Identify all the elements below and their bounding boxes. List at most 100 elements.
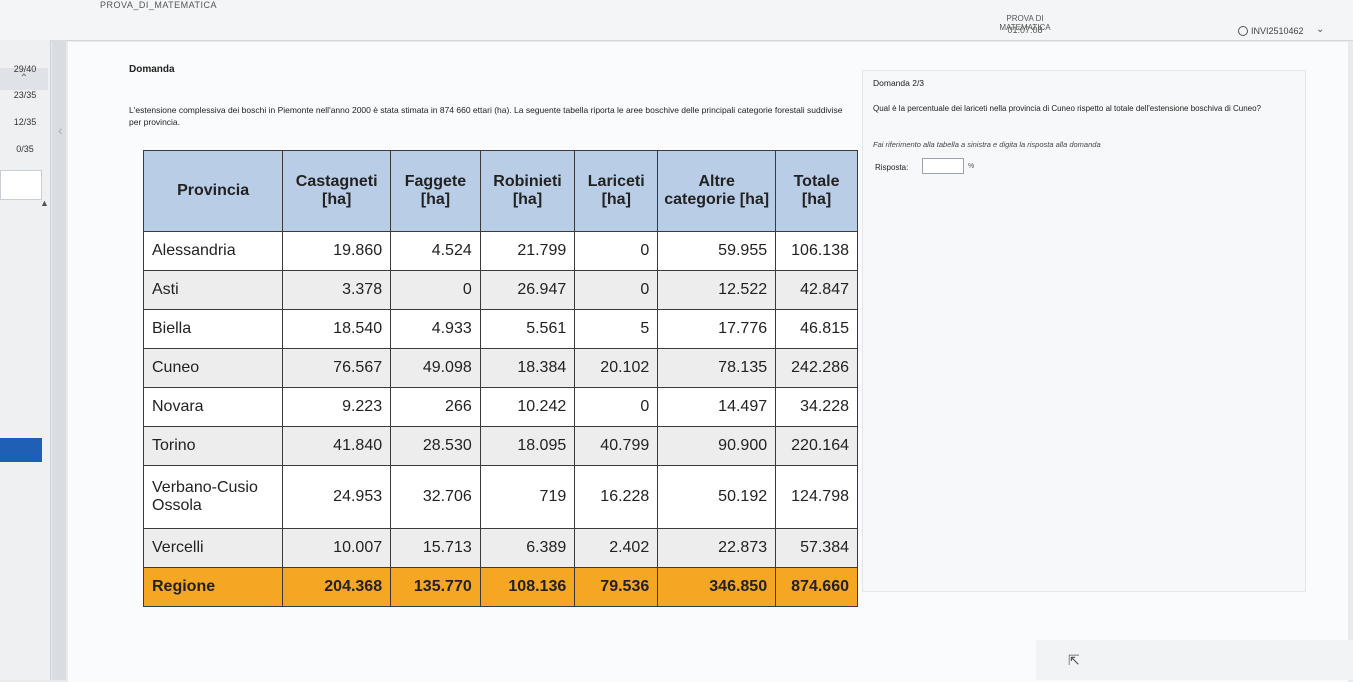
table-cell: 9.223 <box>282 387 392 427</box>
table-row: Asti 3.378 0 26.947 0 12.522 42.847 <box>142 270 858 310</box>
table-cell: 220.164 <box>775 426 858 466</box>
table-cell: 21.799 <box>479 231 576 271</box>
caret-up-icon[interactable]: ▲ <box>40 198 49 208</box>
table-cell: 20.102 <box>574 348 659 388</box>
table-row: Biella 18.540 4.933 5.561 5 17.776 46.81… <box>142 309 858 349</box>
window-title: PROVA_DI_MATEMATICA <box>100 0 218 10</box>
table-cell: 874.660 <box>775 567 858 607</box>
table-cell: 5.561 <box>479 309 576 349</box>
question-heading: Domanda <box>129 64 175 75</box>
table-row: Vercelli 10.007 15.713 6.389 2.402 22.87… <box>142 528 858 568</box>
table-cell: 204.368 <box>282 567 392 607</box>
table-cell: 90.900 <box>657 426 777 466</box>
header-lariceti: Lariceti [ha] <box>574 150 659 232</box>
sidebar-box[interactable] <box>0 170 42 200</box>
table-cell: 0 <box>574 387 659 427</box>
table-cell: Vercelli <box>142 528 284 568</box>
sidebar-item-progress-1[interactable]: 29/40 <box>13 64 37 74</box>
table-cell: 14.497 <box>657 387 777 427</box>
table-cell: 3.378 <box>282 270 392 310</box>
table-cell: 4.933 <box>390 309 481 349</box>
table-cell: 0 <box>574 231 659 271</box>
answer-hint: Fai riferimento alla tabella a sinistra … <box>873 140 1101 149</box>
header-robinieti: Robinieti [ha] <box>479 150 576 232</box>
table-cell: 32.706 <box>390 465 481 529</box>
chevron-down-icon[interactable]: ⌄ <box>1316 24 1325 35</box>
table-row: Alessandria 19.860 4.524 21.799 0 59.955… <box>142 231 858 271</box>
table-cell: Verbano-Cusio Ossola <box>142 465 284 529</box>
table-cell: Torino <box>142 426 284 466</box>
sidebar-item-progress-4[interactable]: 0/35 <box>16 144 34 154</box>
table-total-row: Regione 204.368 135.770 108.136 79.536 3… <box>142 567 858 607</box>
table-cell: 242.286 <box>775 348 858 388</box>
header-castagneti: Castagneti [ha] <box>282 150 392 232</box>
table-cell: 34.228 <box>775 387 858 427</box>
table-cell: 78.135 <box>657 348 777 388</box>
header-altre-categorie: Altre categorie [ha] <box>657 150 777 232</box>
header-faggete: Faggete [ha] <box>390 150 481 232</box>
table-cell: 12.522 <box>657 270 777 310</box>
table-cell: 49.098 <box>390 348 481 388</box>
user-icon <box>1238 26 1248 36</box>
table-row: Cuneo 76.567 49.098 18.384 20.102 78.135… <box>142 348 858 388</box>
table-cell: Cuneo <box>142 348 284 388</box>
table-cell: 42.847 <box>775 270 858 310</box>
answer-unit: % <box>968 163 975 170</box>
table-cell: 10.242 <box>479 387 576 427</box>
table-cell: 79.536 <box>574 567 659 607</box>
table-cell: 17.776 <box>657 309 777 349</box>
table-header-row: Provincia Castagneti [ha] Faggete [ha] R… <box>142 150 858 232</box>
table-cell: 266 <box>390 387 481 427</box>
table-cell: 135.770 <box>390 567 481 607</box>
table-cell: 5 <box>574 309 659 349</box>
answer-label: Risposta: <box>875 163 909 172</box>
question-text: L'estensione complessiva dei boschi in P… <box>129 105 843 127</box>
previous-arrow-icon[interactable]: ‹ <box>58 122 63 138</box>
table-cell: 22.873 <box>657 528 777 568</box>
table-cell: 18.095 <box>479 426 576 466</box>
answer-question-text: Qual è la percentuale dei lariceti nella… <box>873 104 1261 113</box>
answer-input[interactable] <box>922 158 964 174</box>
table-row: Novara 9.223 266 10.242 0 14.497 34.228 <box>142 387 858 427</box>
table-cell: Asti <box>142 270 284 310</box>
user-menu[interactable]: INVI2510462 <box>1238 26 1304 36</box>
table-cell: 6.389 <box>479 528 576 568</box>
exam-title: PROVA DI MATEMATICA <box>999 14 1051 32</box>
table-cell: 16.228 <box>574 465 659 529</box>
question-counter: Domanda 2/3 <box>873 78 925 88</box>
header-provincia: Provincia <box>142 150 284 232</box>
table-cell: 0 <box>574 270 659 310</box>
table-cell: 0 <box>390 270 481 310</box>
table-cell: Regione <box>142 567 284 607</box>
header-totale: Totale [ha] <box>775 150 858 232</box>
table-cell: 18.384 <box>479 348 576 388</box>
sidebar-item-progress-3[interactable]: 12/35 <box>13 117 37 127</box>
vertical-scrollbar[interactable] <box>52 40 66 680</box>
table-cell: 19.860 <box>282 231 392 271</box>
table-cell: Biella <box>142 309 284 349</box>
table-cell: 719 <box>479 465 576 529</box>
sidebar: ⌃ 29/40 23/35 12/35 0/35 ▲ <box>0 40 51 680</box>
sidebar-item-progress-2[interactable]: 23/35 <box>13 90 37 100</box>
bottom-area <box>1036 640 1353 680</box>
table-cell: 2.402 <box>574 528 659 568</box>
table-row: Verbano-Cusio Ossola 24.953 32.706 719 1… <box>142 465 858 529</box>
table-cell: 15.713 <box>390 528 481 568</box>
table-cell: 28.530 <box>390 426 481 466</box>
mouse-cursor-icon: ⇱ <box>1068 652 1080 668</box>
table-cell: 46.815 <box>775 309 858 349</box>
collapse-up-icon[interactable]: ⌃ <box>0 68 48 90</box>
top-bar: PROVA_DI_MATEMATICA PROVA DI MATEMATICA … <box>0 0 1353 41</box>
exam-timer: 01:07:08 <box>1007 25 1043 35</box>
table-cell: 41.840 <box>282 426 392 466</box>
table-cell: 10.007 <box>282 528 392 568</box>
table-cell: 40.799 <box>574 426 659 466</box>
table-cell: 124.798 <box>775 465 858 529</box>
table-row: Torino 41.840 28.530 18.095 40.799 90.90… <box>142 426 858 466</box>
table-cell: 106.138 <box>775 231 858 271</box>
table-cell: 108.136 <box>479 567 576 607</box>
sidebar-active-marker[interactable] <box>0 438 42 462</box>
table-cell: 76.567 <box>282 348 392 388</box>
table-cell: Novara <box>142 387 284 427</box>
table-cell: 4.524 <box>390 231 481 271</box>
